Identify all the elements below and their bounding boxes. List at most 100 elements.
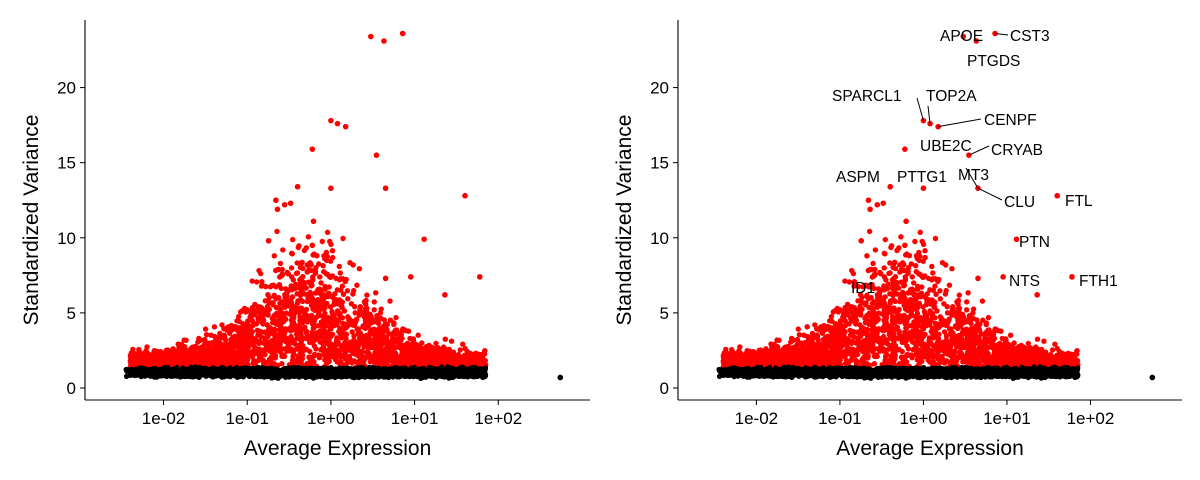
variable-gene-point xyxy=(384,344,390,350)
variable-gene-point xyxy=(387,339,393,345)
variable-gene-point xyxy=(276,266,282,273)
variable-gene-point xyxy=(328,117,334,124)
variable-gene-point xyxy=(292,322,298,329)
variable-gene-point xyxy=(415,332,421,338)
variable-gene-point xyxy=(368,33,374,40)
variable-gene-point xyxy=(285,271,291,277)
nonvariable-gene-point xyxy=(215,368,222,374)
variable-gene-point xyxy=(393,314,399,321)
variable-gene-point xyxy=(175,341,181,347)
variable-gene-point xyxy=(286,311,293,317)
variable-gene-point xyxy=(328,321,334,327)
y-tick-label: 0 xyxy=(660,379,669,398)
variable-gene-point xyxy=(287,340,293,346)
variable-gene-point xyxy=(297,331,303,338)
variable-gene-point xyxy=(280,247,286,253)
variable-gene-point xyxy=(442,292,448,298)
variable-gene-point xyxy=(343,342,349,348)
variable-gene-point xyxy=(465,353,471,359)
variable-gene-point xyxy=(299,308,306,315)
nonvariable-gene-point xyxy=(298,370,304,376)
variable-gene-point xyxy=(249,340,255,347)
variable-gene-point xyxy=(329,273,336,279)
nonvariable-gene-point xyxy=(201,367,207,373)
variable-gene-point xyxy=(302,324,308,330)
nonvariable-gene-point xyxy=(348,369,355,376)
nonvariable-gene-point xyxy=(338,374,344,380)
nonvariable-gene-point xyxy=(284,366,290,372)
variable-gene-point xyxy=(369,327,375,334)
variable-gene-point xyxy=(271,253,277,259)
variable-gene-point xyxy=(390,344,396,350)
variable-gene-point xyxy=(348,301,355,307)
x-tick-label: 1e+02 xyxy=(474,409,522,428)
x-tick-label: 1e+01 xyxy=(391,409,439,428)
variable-gene-point xyxy=(309,242,316,249)
variable-gene-point xyxy=(211,324,218,330)
variable-gene-point xyxy=(298,289,304,296)
variable-gene-point xyxy=(236,313,242,320)
nonvariable-gene-point xyxy=(416,372,422,378)
y-tick-label: 15 xyxy=(57,154,76,173)
variable-gene-point xyxy=(271,326,278,333)
variable-gene-point xyxy=(263,283,269,290)
variable-gene-point xyxy=(366,319,373,325)
variable-gene-point xyxy=(324,229,331,235)
variable-gene-point xyxy=(236,318,242,325)
variable-gene-point xyxy=(168,350,174,356)
variable-gene-point xyxy=(368,340,374,347)
variable-gene-point xyxy=(235,328,241,334)
variable-gene-point xyxy=(281,330,288,336)
variable-gene-point xyxy=(397,334,403,340)
variable-gene-point xyxy=(387,317,394,323)
variable-gene-point xyxy=(355,326,362,332)
nonvariable-gene-point xyxy=(259,370,265,377)
nonvariable-gene-point xyxy=(189,366,195,372)
variable-gene-point xyxy=(323,354,329,361)
variable-gene-point xyxy=(174,358,181,364)
variable-gene-point xyxy=(252,307,258,313)
variable-gene-point xyxy=(322,292,328,298)
variable-gene-point xyxy=(343,354,349,361)
variable-gene-point xyxy=(256,332,263,338)
variable-gene-point xyxy=(361,314,367,320)
variable-gene-point xyxy=(277,260,284,267)
variable-gene-point xyxy=(318,280,324,286)
y-tick-label: 15 xyxy=(650,154,669,173)
variable-gene-point xyxy=(317,274,323,280)
variable-gene-point xyxy=(278,285,284,292)
nonvariable-gene-point xyxy=(407,368,413,374)
variable-gene-point xyxy=(305,234,312,240)
variable-gene-point xyxy=(150,351,156,357)
variable-gene-point xyxy=(364,332,370,338)
variable-gene-point xyxy=(319,323,325,329)
variable-gene-point xyxy=(339,304,345,311)
variable-gene-point xyxy=(288,287,295,293)
nonvariable-gene-point xyxy=(432,372,438,378)
nonvariable-gene-point xyxy=(141,368,148,374)
variable-gene-point xyxy=(298,359,304,365)
variable-gene-point xyxy=(392,336,398,343)
variable-gene-point xyxy=(219,341,225,348)
variable-gene-point xyxy=(227,330,233,336)
variable-gene-point xyxy=(410,353,417,359)
nonvariable-gene-point xyxy=(314,371,320,377)
variable-gene-point xyxy=(342,349,349,355)
variable-gene-point xyxy=(310,320,317,327)
nonvariable-gene-point xyxy=(383,370,389,376)
variable-gene-point xyxy=(382,275,389,282)
nonvariable-gene-point xyxy=(153,370,159,376)
x-tick-label: 1e+02 xyxy=(1067,409,1115,428)
variable-gene-point xyxy=(312,337,318,343)
variable-gene-point xyxy=(306,291,312,297)
nonvariable-gene-point xyxy=(446,375,452,381)
variable-gene-point xyxy=(421,236,427,243)
variable-gene-point xyxy=(371,299,377,305)
variable-gene-point xyxy=(273,310,280,317)
variable-gene-point xyxy=(315,330,322,336)
variable-gene-point xyxy=(331,352,337,358)
nonvariable-gene-point xyxy=(382,366,388,372)
nonvariable-gene-point xyxy=(358,368,364,374)
variable-gene-point xyxy=(236,344,243,351)
